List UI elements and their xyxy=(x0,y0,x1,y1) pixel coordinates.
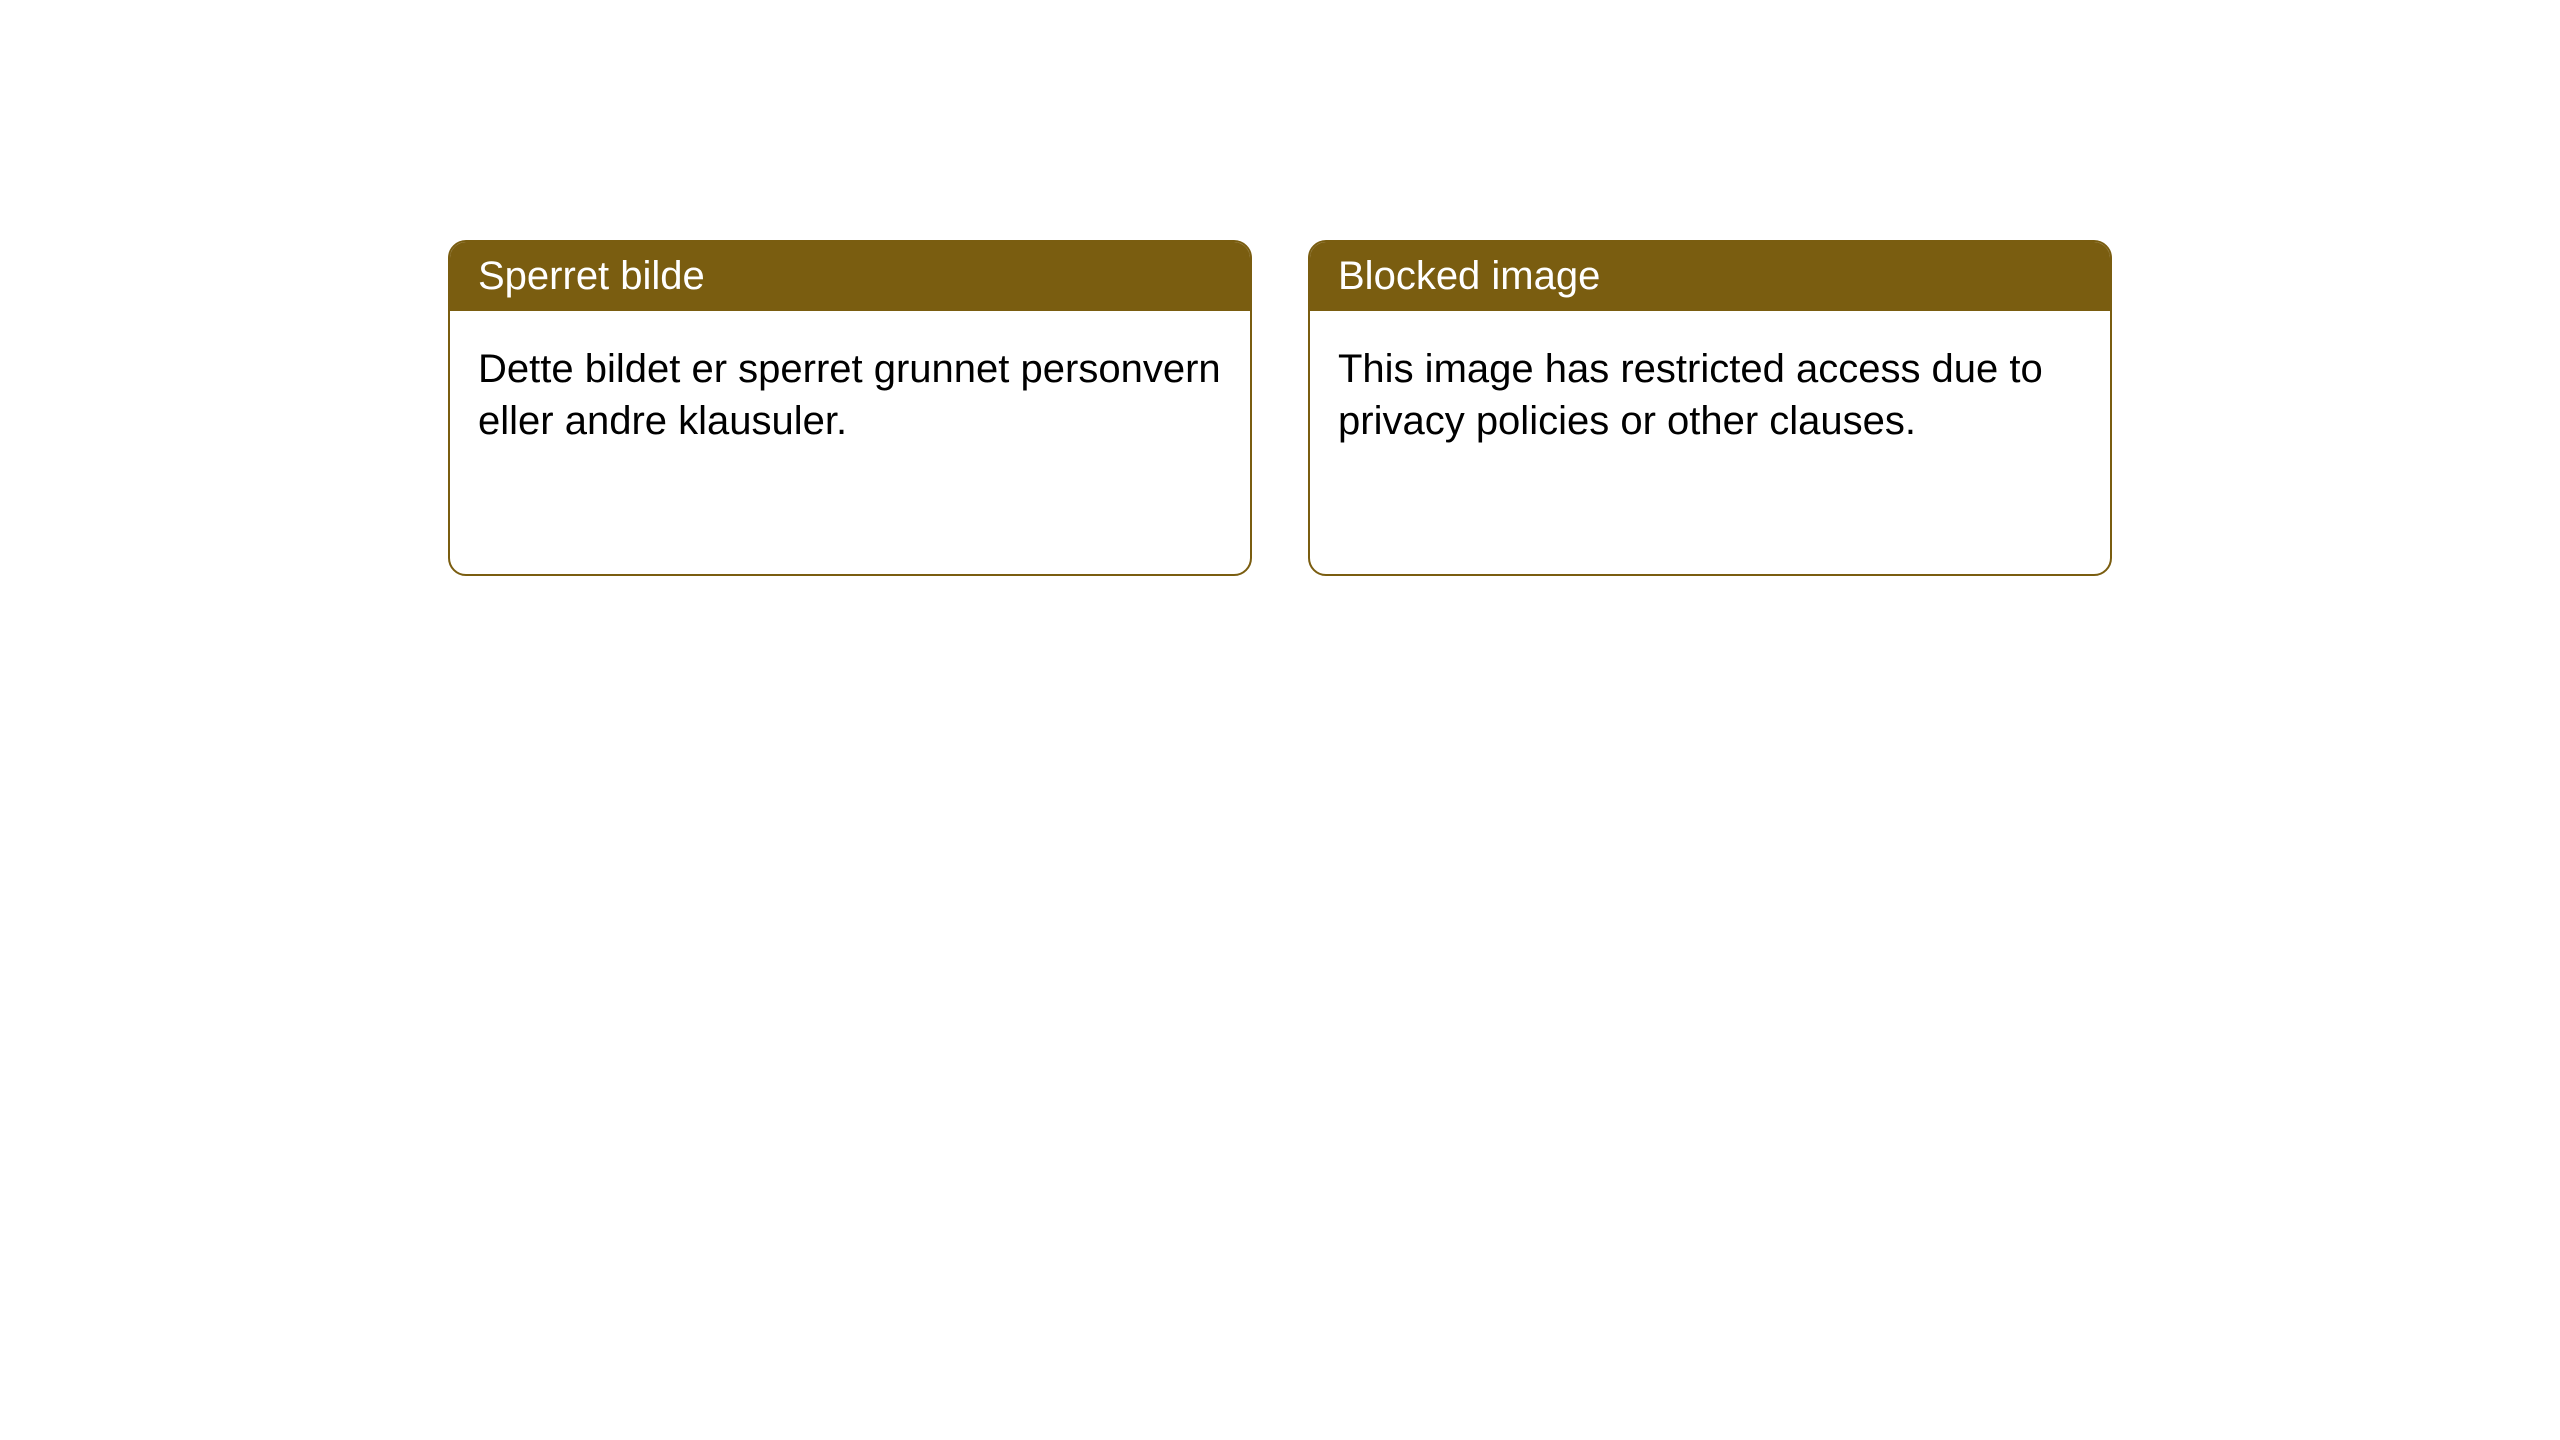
card-body: Dette bildet er sperret grunnet personve… xyxy=(450,311,1250,479)
blocked-image-card-no: Sperret bilde Dette bildet er sperret gr… xyxy=(448,240,1252,576)
card-header: Blocked image xyxy=(1310,242,2110,311)
cards-container: Sperret bilde Dette bildet er sperret gr… xyxy=(0,0,2560,576)
card-title: Sperret bilde xyxy=(478,254,705,298)
card-title: Blocked image xyxy=(1338,254,1600,298)
card-body: This image has restricted access due to … xyxy=(1310,311,2110,479)
card-header: Sperret bilde xyxy=(450,242,1250,311)
blocked-image-card-en: Blocked image This image has restricted … xyxy=(1308,240,2112,576)
card-body-text: Dette bildet er sperret grunnet personve… xyxy=(478,347,1221,443)
card-body-text: This image has restricted access due to … xyxy=(1338,347,2043,443)
